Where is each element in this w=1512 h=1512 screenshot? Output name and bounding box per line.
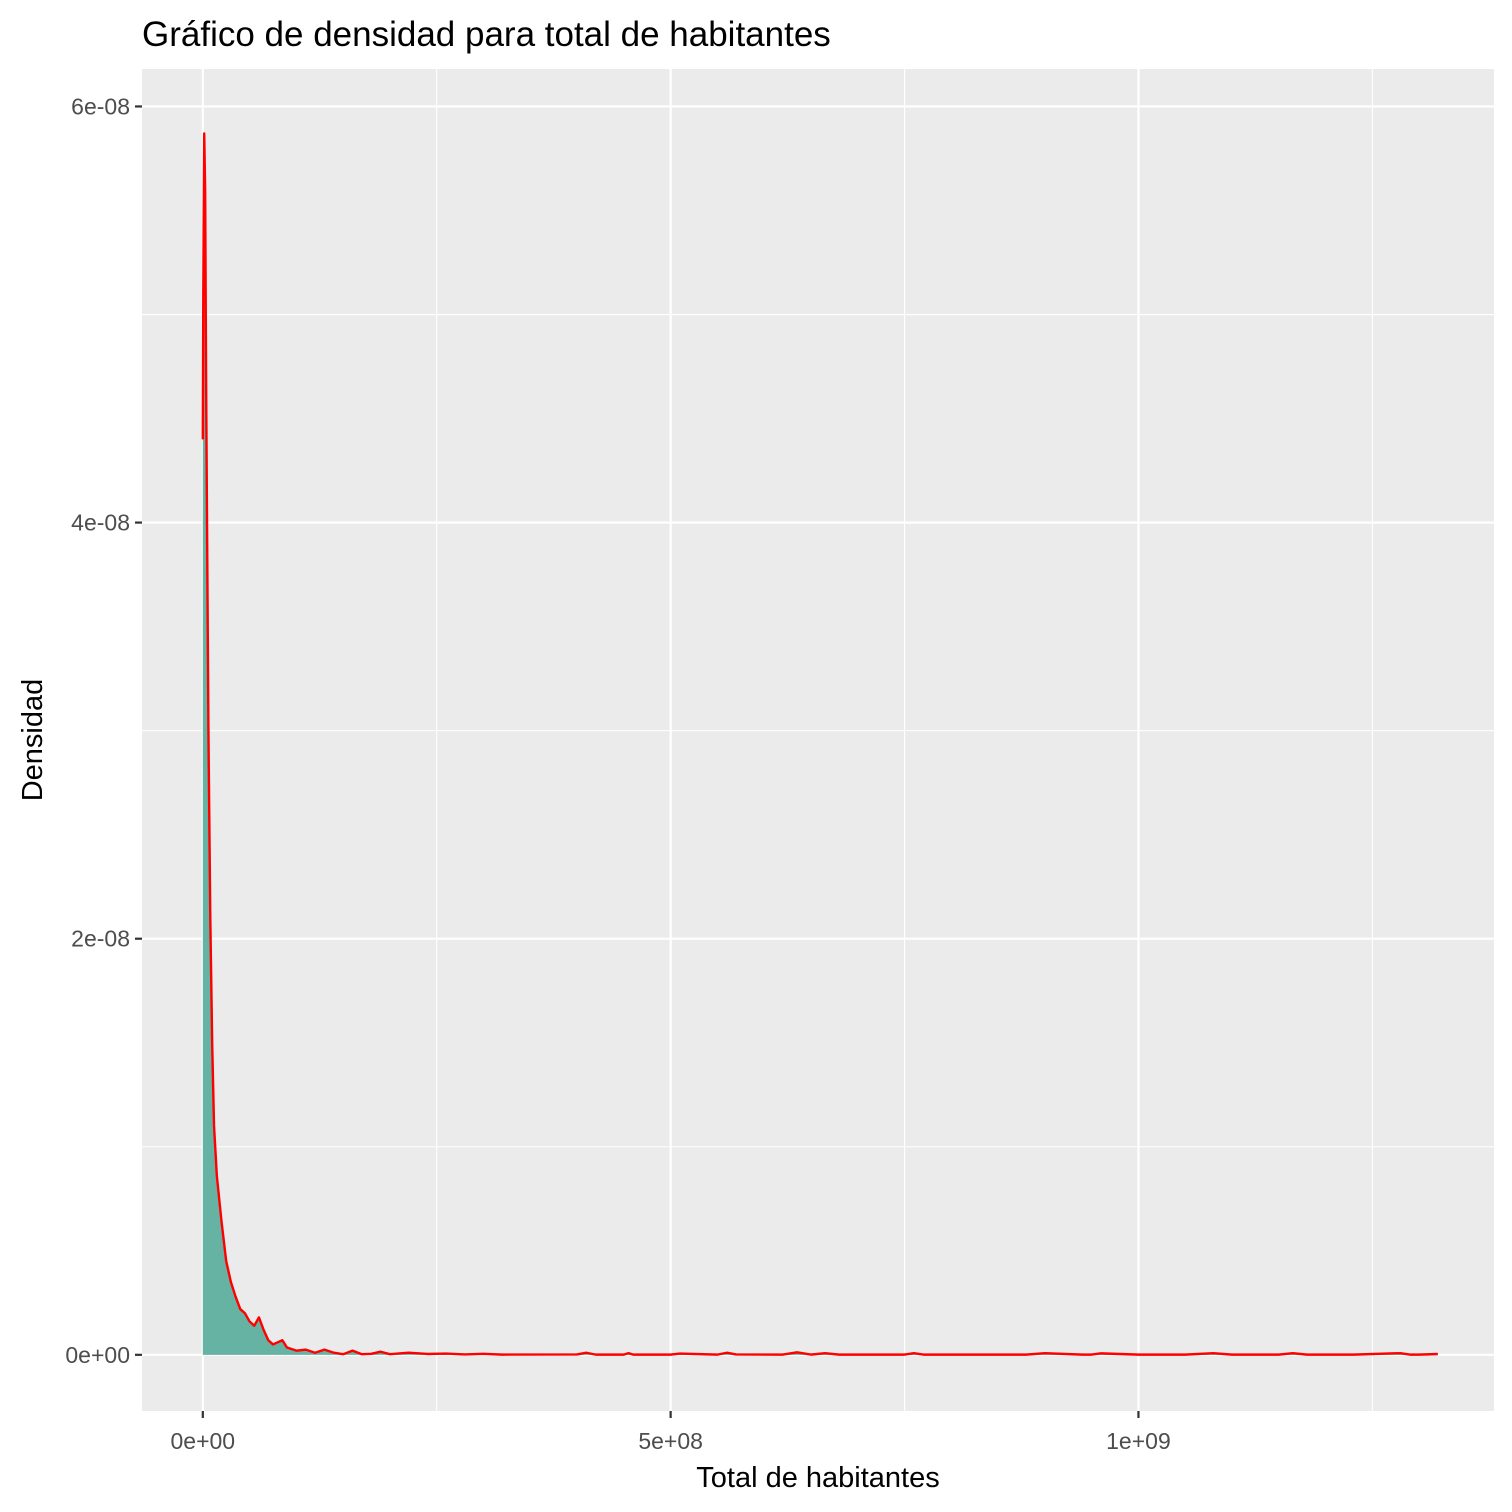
minor-gridlines xyxy=(142,69,1494,1411)
chart-title: Gráfico de densidad para total de habita… xyxy=(142,15,831,54)
x-axis-ticks: 0e+00 5e+08 1e+09 xyxy=(171,1411,1171,1454)
panel-background xyxy=(142,69,1494,1411)
y-tick-label: 2e-08 xyxy=(71,926,130,952)
y-tick-label: 4e-08 xyxy=(71,510,130,536)
x-axis-title: Total de habitantes xyxy=(696,1462,939,1494)
y-axis-title: Densidad xyxy=(17,679,49,802)
y-axis-ticks: 0e+00 2e-08 4e-08 6e-08 xyxy=(65,93,142,1368)
x-tick-label: 5e+08 xyxy=(638,1428,703,1454)
x-tick-label: 1e+09 xyxy=(1106,1428,1171,1454)
y-tick-label: 0e+00 xyxy=(65,1342,130,1368)
x-tick-label: 0e+00 xyxy=(171,1428,236,1454)
density-line xyxy=(201,132,1438,1356)
y-tick-label: 6e-08 xyxy=(71,93,130,119)
